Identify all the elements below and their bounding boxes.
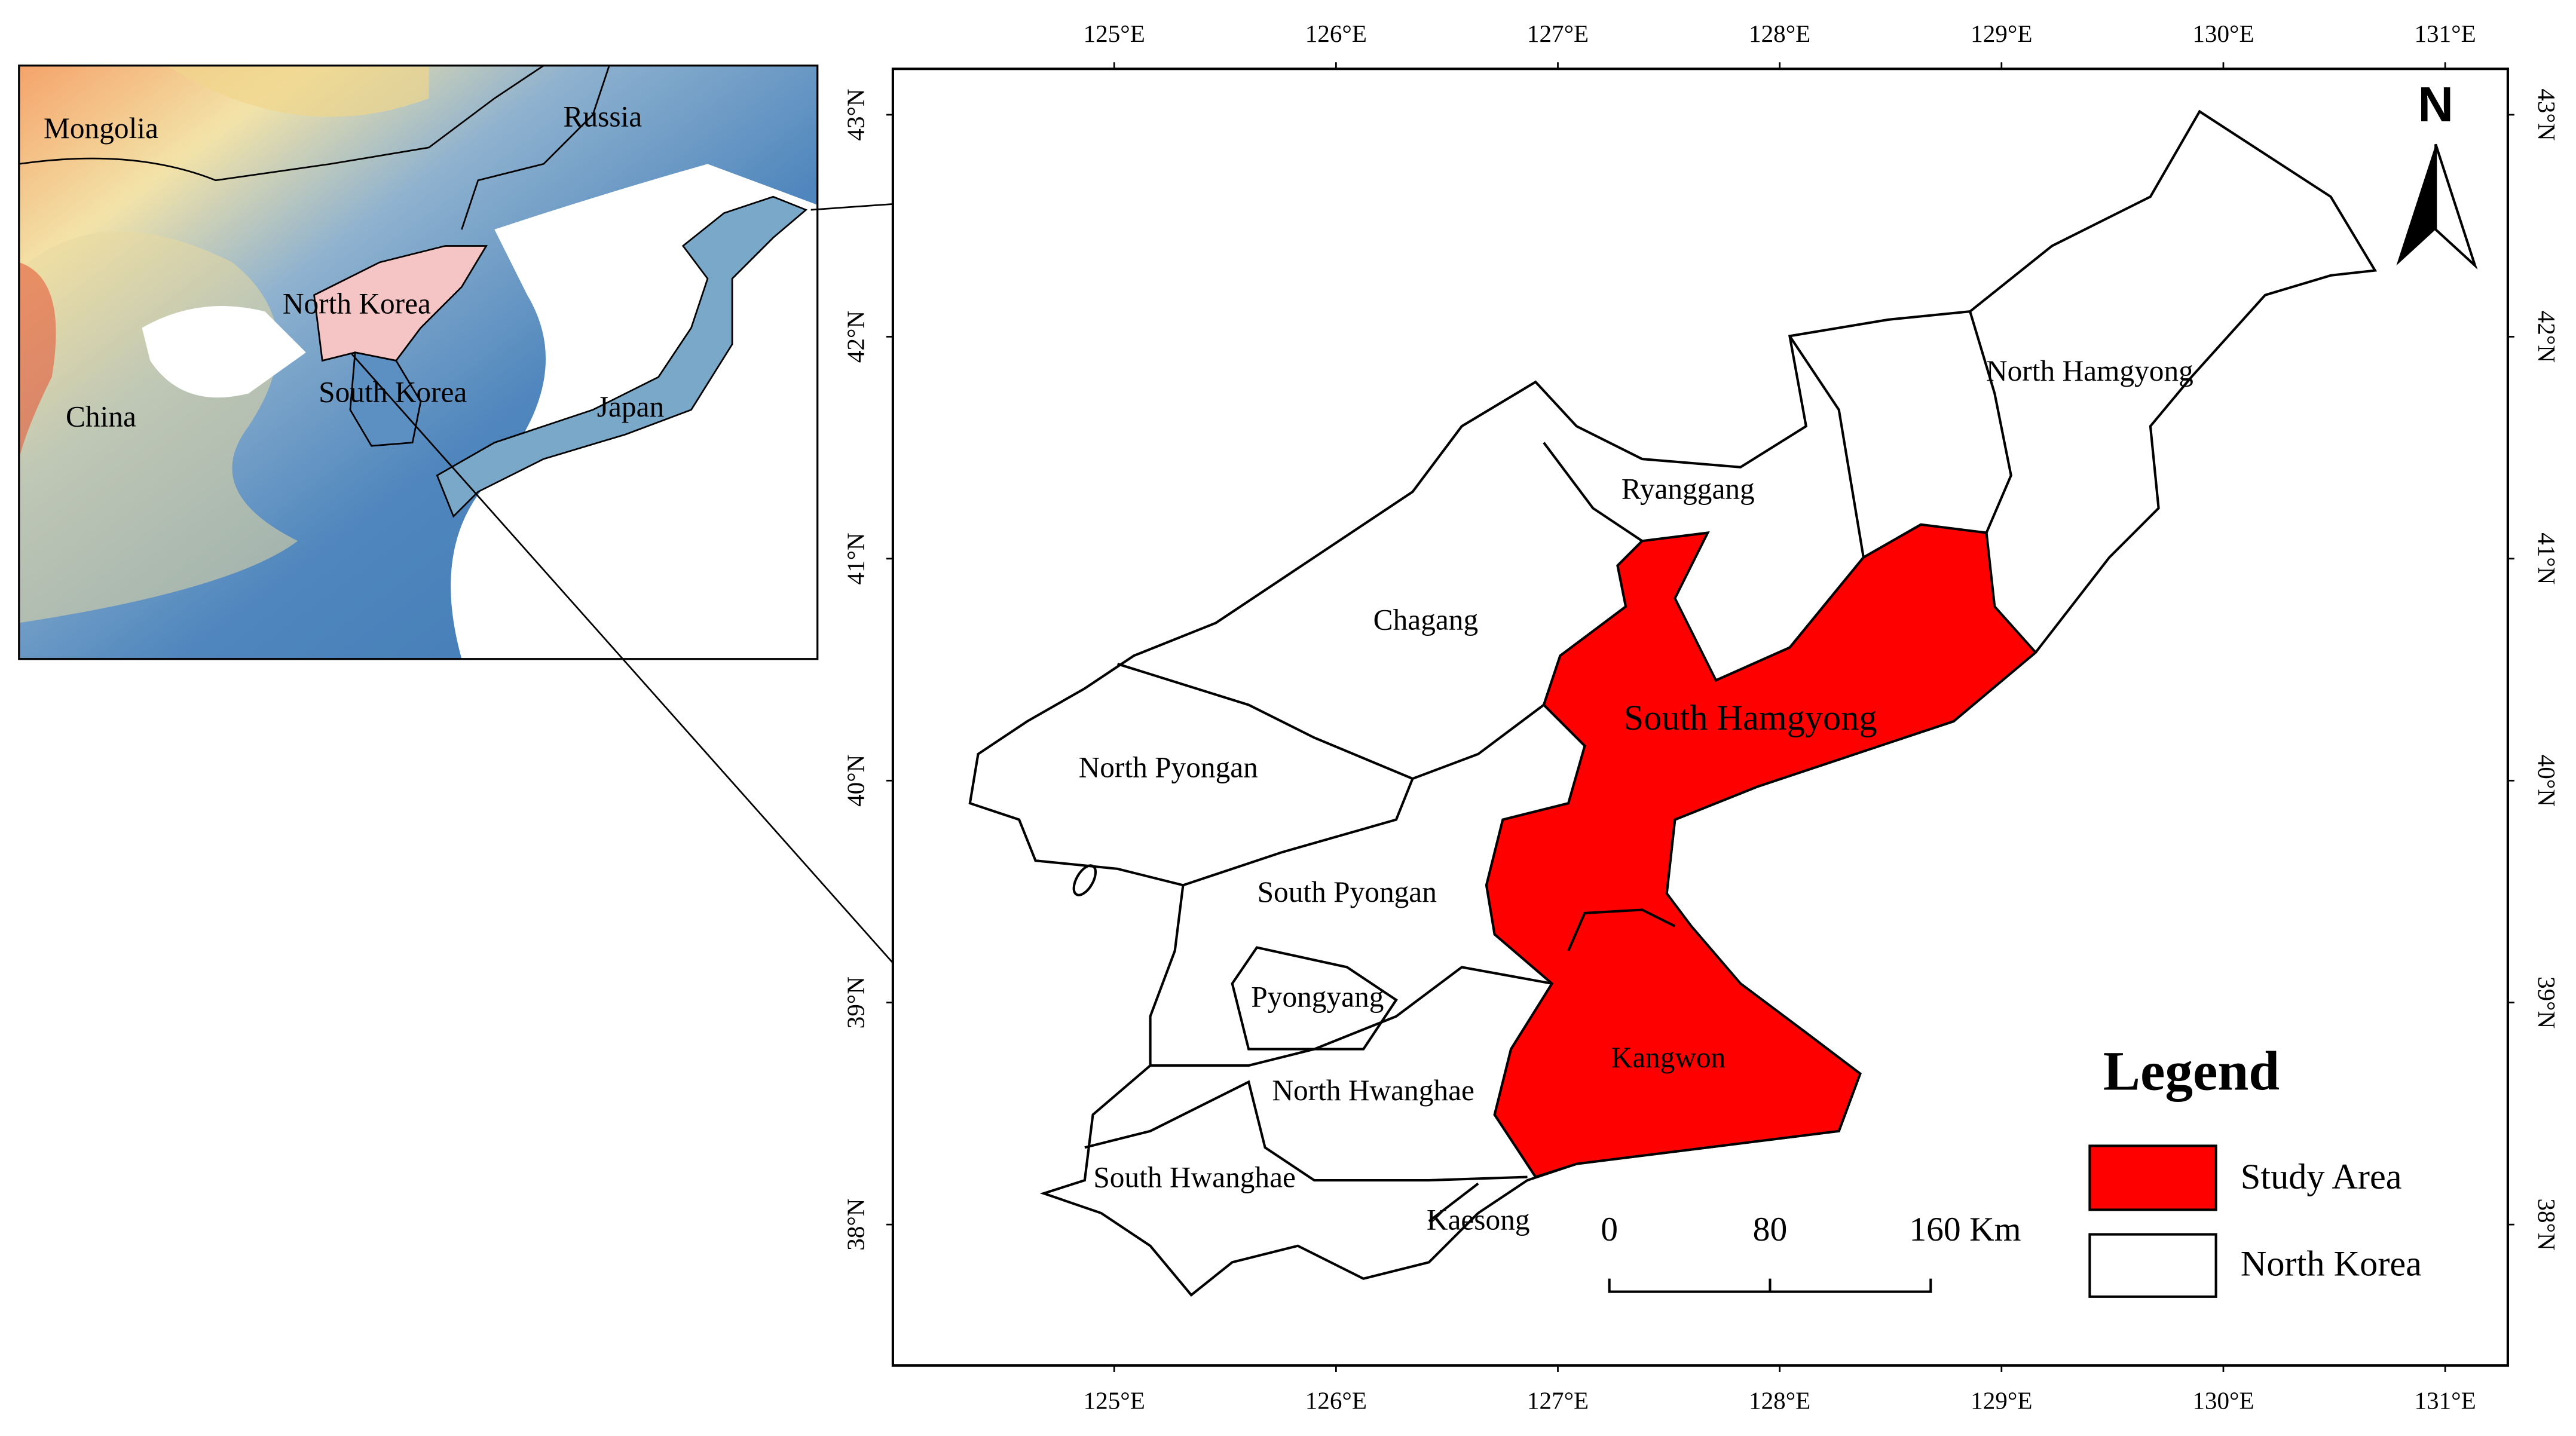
inset-map — [18, 65, 819, 660]
province-label: Kaesong — [1427, 1204, 1530, 1236]
province-boundaries — [1072, 311, 2012, 1223]
border-line — [461, 65, 610, 230]
longitude-label: 131°E — [2414, 1387, 2476, 1414]
longitude-label: 128°E — [1749, 20, 1810, 47]
longitude-label: 129°E — [1971, 1387, 2032, 1414]
latitude-label: 40°N — [2533, 755, 2560, 807]
longitude-label: 127°E — [1527, 1387, 1589, 1414]
longitude-label: 128°E — [1749, 1387, 1810, 1414]
inset-label: North Korea — [283, 287, 431, 320]
legend-label: North Korea — [2241, 1244, 2422, 1284]
island — [1072, 864, 1097, 896]
latitude-label: 40°N — [842, 755, 870, 807]
province-boundary — [1543, 442, 1643, 542]
latitude-label: 39°N — [2533, 976, 2560, 1028]
legend-swatch — [2088, 1144, 2217, 1211]
scale-label: 0 — [1601, 1211, 1618, 1248]
latitude-label: 38°N — [2533, 1198, 2560, 1250]
province-label: North Hwanghae — [1272, 1074, 1474, 1107]
south-korea-inset — [349, 351, 422, 447]
study-area — [1485, 523, 2037, 1179]
latitude-label: 42°N — [842, 311, 870, 363]
longitude-label: 126°E — [1305, 20, 1367, 47]
longitude-label: 125°E — [1084, 20, 1145, 47]
province-boundary — [1182, 778, 1414, 887]
province-boundary — [1567, 908, 1676, 951]
province-label: South Hamgyong — [1624, 698, 1877, 738]
terrain-patch — [19, 262, 56, 460]
inset-label: Mongolia — [44, 112, 158, 145]
latitude-label: 39°N — [842, 976, 870, 1028]
province-label: Chagang — [1373, 604, 1478, 636]
longitude-label: 129°E — [1971, 20, 2032, 47]
provinces — [968, 109, 2378, 1297]
longitude-label: 126°E — [1305, 1387, 1367, 1414]
province-label: South Pyongan — [1258, 875, 1437, 908]
legend-label: Study Area — [2241, 1157, 2402, 1197]
province-label: North Pyongan — [1079, 751, 1258, 784]
legend-swatch — [2088, 1233, 2217, 1298]
sea — [142, 306, 306, 398]
inset-frame — [18, 65, 819, 660]
latitude-label: 38°N — [842, 1198, 870, 1250]
province-boundary — [1117, 663, 1545, 780]
north-arrow-label: N — [2418, 78, 2453, 132]
inset-label: China — [66, 400, 136, 433]
scale-bar — [1608, 1278, 1932, 1293]
longitude-label: 130°E — [2192, 1387, 2254, 1414]
province-boundary — [1969, 311, 2012, 534]
inset-label: Russia — [564, 100, 643, 133]
north-korea-inset — [313, 245, 488, 362]
province-label: Pyongyang — [1251, 981, 1384, 1014]
japan-inset — [436, 195, 808, 518]
longitude-label: 131°E — [2414, 20, 2476, 47]
province-boundary — [1788, 335, 1865, 558]
latitude-label: 42°N — [2533, 311, 2560, 363]
latitude-label: 41°N — [2533, 532, 2560, 584]
province-boundary — [1231, 946, 1398, 1051]
province-label: North Hamgyong — [1986, 354, 2193, 387]
legend-title: Legend — [2103, 1041, 2280, 1103]
latitude-label: 43°N — [2533, 88, 2560, 140]
province-label: Kangwon — [1611, 1041, 1726, 1074]
longitude-label: 125°E — [1084, 1387, 1145, 1414]
scale-label: 80 — [1753, 1211, 1788, 1248]
terrain-patch — [166, 65, 429, 117]
north-arrow — [2396, 144, 2436, 266]
province-boundary — [1150, 966, 1553, 1067]
scale-label: 160 Km — [1909, 1211, 2021, 1248]
inset-label: Japan — [597, 390, 664, 423]
longitude-label: 127°E — [1527, 20, 1589, 47]
latitude-label: 43°N — [842, 88, 870, 140]
province-label: South Hwanghae — [1093, 1161, 1296, 1193]
latitude-label: 41°N — [842, 532, 870, 584]
north-arrow — [2434, 143, 2478, 270]
province-boundary — [1084, 1080, 1528, 1182]
province-boundary — [1428, 1182, 1479, 1223]
province-label: Ryanggang — [1622, 472, 1755, 505]
border-line — [19, 65, 544, 182]
longitude-label: 130°E — [2192, 20, 2254, 47]
inset-label: South Korea — [319, 375, 467, 408]
